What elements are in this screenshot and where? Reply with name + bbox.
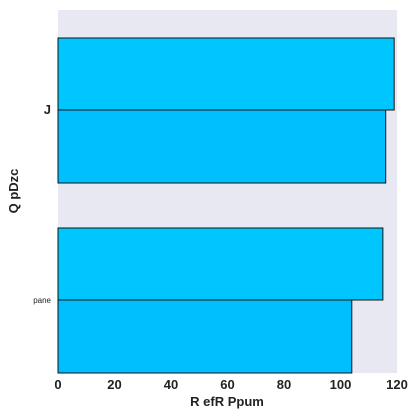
- y-axis-title: Q pDzc: [6, 169, 21, 214]
- bar-pane-lower: [57, 299, 353, 374]
- x-tick-label: 40: [164, 377, 178, 392]
- y-tick-label-pane: pane: [33, 296, 51, 305]
- x-tick-label: 120: [386, 377, 408, 392]
- x-tick-label: 60: [220, 377, 234, 392]
- x-tick-label: 80: [277, 377, 291, 392]
- x-tick-label: 0: [54, 377, 61, 392]
- bars-layer: [57, 37, 395, 374]
- y-tick-label-j: J: [44, 102, 51, 117]
- bar-pane-upper: [57, 227, 384, 301]
- x-tick-label: 20: [107, 377, 121, 392]
- bar-j-lower: [57, 109, 387, 184]
- x-axis-title: R efR Ppum: [190, 394, 264, 409]
- bar-j-upper: [57, 37, 395, 111]
- x-tick-label: 100: [330, 377, 352, 392]
- x-axis-ticks: 0 20 40 60 80 100 120: [54, 377, 407, 392]
